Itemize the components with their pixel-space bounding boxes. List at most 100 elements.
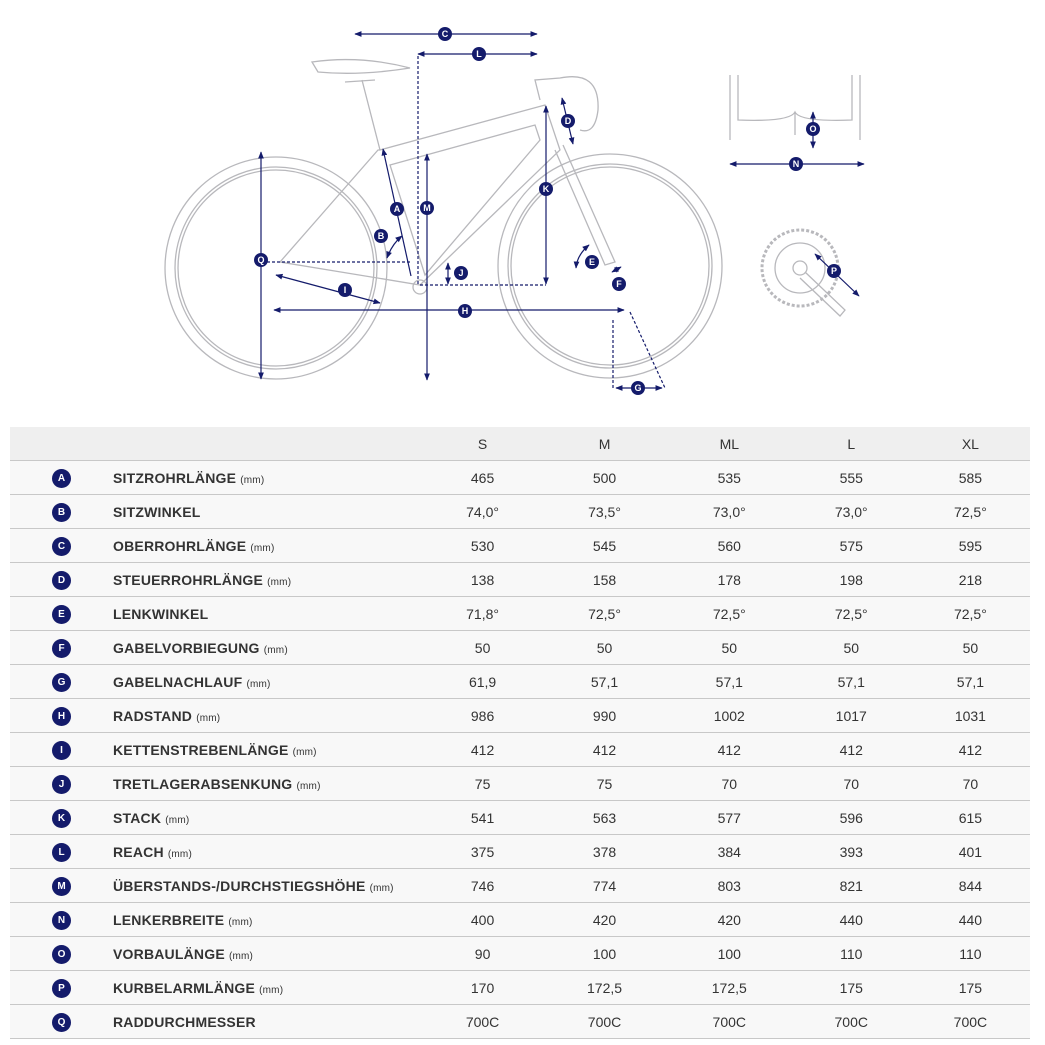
- label-c: C: [438, 27, 452, 41]
- svg-text:J: J: [458, 268, 463, 278]
- size-value: 72,5°: [910, 494, 1030, 529]
- size-value: 175: [910, 970, 1030, 1005]
- handlebar-front: [729, 75, 861, 140]
- svg-text:A: A: [394, 204, 401, 214]
- size-value: 700C: [542, 1004, 667, 1039]
- letter-badge: N: [52, 910, 71, 930]
- measurement-name: OBERROHRLÄNGE: [113, 537, 247, 554]
- measurement-name: GABELNACHLAUF: [113, 673, 243, 690]
- label-d: D: [561, 114, 575, 128]
- size-value: 57,1: [791, 664, 911, 699]
- measurement-name: GABELVORBIEGUNG: [113, 639, 260, 656]
- table-row: H RADSTAND (mm) 986 990 1002 1017 1031: [10, 698, 1030, 733]
- letter-badge: M: [52, 876, 71, 896]
- bike-geometry-diagram: C L D K A M B Q J E F I H G O N P: [164, 27, 865, 395]
- measurement-unit: (mm): [263, 644, 288, 656]
- measurement-name: RADDURCHMESSER: [113, 1013, 256, 1030]
- size-value: 172,5: [666, 970, 792, 1005]
- table-row: I KETTENSTREBENLÄNGE (mm) 412 412 412 412 412: [10, 732, 1030, 767]
- measurement-name: SITZROHRLÄNGE: [113, 469, 237, 486]
- svg-text:F: F: [616, 279, 622, 289]
- size-value: 535: [666, 460, 792, 495]
- size-value: 1031: [910, 698, 1030, 733]
- size-value: 158: [542, 562, 667, 597]
- measurement-name: TRETLAGERABSENKUNG: [113, 775, 293, 792]
- size-value: 844: [910, 868, 1030, 903]
- bike-outline: [164, 58, 861, 380]
- size-value: 72,5°: [666, 596, 792, 631]
- size-value: 746: [423, 868, 543, 903]
- letter-badge: K: [52, 808, 71, 828]
- size-value: 615: [910, 800, 1030, 835]
- measurement-unit: (mm): [292, 746, 317, 758]
- rear-wheel: [164, 156, 388, 380]
- measurement-name: KETTENSTREBENLÄNGE: [113, 741, 289, 758]
- column-header: XL: [910, 427, 1030, 461]
- table-row: P KURBELARMLÄNGE (mm) 170 172,5 172,5 175 175: [10, 970, 1030, 1005]
- svg-text:B: B: [378, 231, 385, 241]
- size-value: 74,0°: [423, 494, 543, 529]
- size-value: 541: [423, 800, 543, 835]
- letter-badge: L: [52, 842, 71, 862]
- letter-badge: D: [52, 570, 71, 590]
- label-j: J: [454, 266, 468, 280]
- size-value: 700C: [910, 1004, 1030, 1039]
- size-value: 50: [542, 630, 667, 665]
- size-value: 440: [791, 902, 911, 937]
- table-row: A SITZROHRLÄNGE (mm) 465 500 535 555 585: [10, 460, 1030, 495]
- size-value: 575: [791, 528, 911, 563]
- letter-badge: H: [52, 706, 71, 726]
- size-value: 400: [423, 902, 543, 937]
- measurement-unit: (mm): [228, 950, 254, 962]
- table-row: F GABELVORBIEGUNG (mm) 50 50 50 50 50: [10, 630, 1030, 665]
- stem-handlebar: [534, 76, 599, 132]
- letter-badge: A: [52, 468, 71, 488]
- measurement-name: ÜBERSTANDS-/DURCHSTIEGSHÖHE: [113, 877, 366, 894]
- size-value: 170: [423, 970, 543, 1005]
- label-p: P: [827, 264, 841, 278]
- table-row: J TRETLAGERABSENKUNG (mm) 75 75 70 70 70: [10, 766, 1030, 801]
- size-value: 75: [542, 766, 667, 801]
- size-value: 100: [542, 936, 667, 971]
- label-e: E: [585, 255, 599, 269]
- table-header: S M ML L XL: [10, 427, 1030, 461]
- table-row: K STACK (mm) 541 563 577 596 615: [10, 800, 1030, 835]
- table-row: N LENKERBREITE (mm) 400 420 420 440 440: [10, 902, 1030, 937]
- svg-text:K: K: [543, 184, 550, 194]
- table-row: Q RADDURCHMESSER 700C 700C 700C 700C 700C: [10, 1004, 1030, 1039]
- size-value: 401: [910, 834, 1030, 869]
- front-wheel: [497, 153, 723, 379]
- label-n: N: [789, 157, 803, 171]
- size-value: 172,5: [542, 970, 667, 1005]
- size-value: 555: [791, 460, 911, 495]
- measurement-name: REACH: [113, 843, 164, 860]
- letter-badge: G: [52, 672, 71, 692]
- measurement-unit: (mm): [267, 576, 292, 588]
- size-value: 50: [666, 630, 792, 665]
- size-value: 700C: [666, 1004, 792, 1039]
- measurement-name: LENKWINKEL: [113, 605, 209, 622]
- fork: [554, 144, 616, 266]
- letter-badge: F: [52, 638, 71, 658]
- measurement-unit: (mm): [369, 882, 394, 894]
- letter-badge: C: [52, 536, 71, 556]
- size-value: 465: [423, 460, 543, 495]
- letter-badge: Q: [52, 1012, 71, 1032]
- svg-text:O: O: [809, 124, 816, 134]
- size-value: 412: [423, 732, 543, 767]
- measurement-name: STEUERROHRLÄNGE: [113, 571, 264, 588]
- measurement-unit: (mm): [228, 916, 253, 928]
- size-value: 412: [791, 732, 911, 767]
- bottom-bracket: [412, 279, 428, 295]
- size-value: 585: [910, 460, 1030, 495]
- svg-text:L: L: [476, 49, 482, 59]
- measurement-unit: (mm): [246, 678, 271, 690]
- size-value: 218: [910, 562, 1030, 597]
- size-value: 61,9: [423, 664, 543, 699]
- svg-text:Q: Q: [257, 255, 264, 265]
- letter-badge: O: [52, 944, 71, 964]
- size-value: 563: [542, 800, 667, 835]
- table-row: O VORBAULÄNGE (mm) 90 100 100 110 110: [10, 936, 1030, 971]
- size-value: 71,8°: [423, 596, 543, 631]
- measurement-unit: (mm): [259, 984, 284, 996]
